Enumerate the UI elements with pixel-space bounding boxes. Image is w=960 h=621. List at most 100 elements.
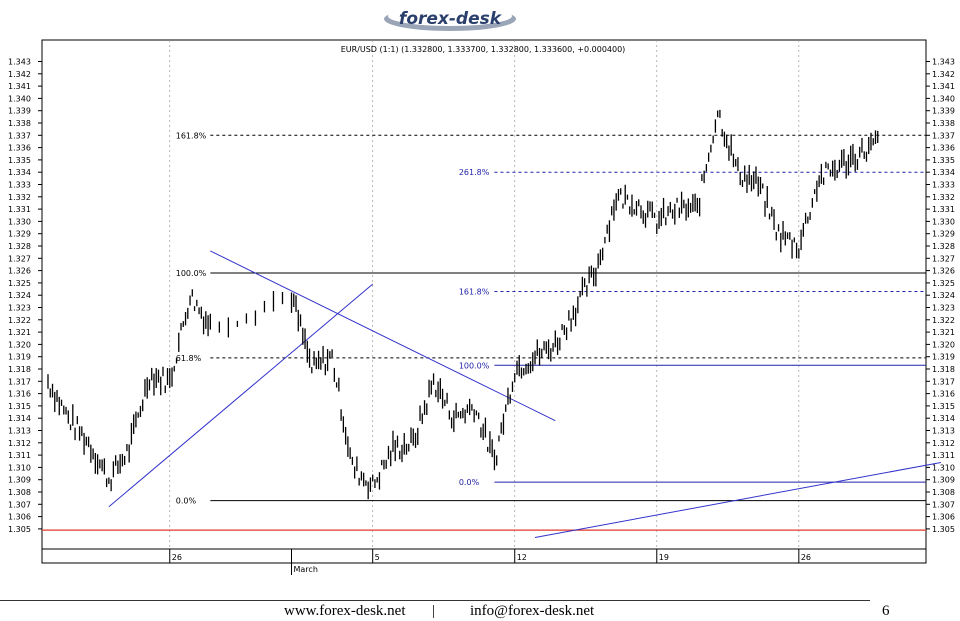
trendline (210, 250, 556, 422)
y-tick-label-right: 1.327 (932, 254, 955, 263)
trendline (108, 283, 374, 508)
y-tick-label-left: 1.343 (8, 58, 31, 67)
y-tick-label-left: 1.308 (8, 488, 31, 497)
y-tick-label-right: 1.320 (932, 340, 955, 349)
y-tick-label-right: 1.325 (932, 279, 955, 288)
chart-title: EUR/USD (1:1) (1.332800, 1.333700, 1.332… (341, 45, 626, 54)
x-tick-label: March (294, 565, 318, 574)
y-tick-label-right: 1.313 (932, 427, 955, 436)
footer-website[interactable]: www.forex-desk.net (284, 603, 406, 619)
y-tick-label-left: 1.337 (8, 131, 31, 140)
y-tick-label-left: 1.313 (8, 427, 31, 436)
y-tick-label-right: 1.308 (932, 488, 955, 497)
y-tick-label-right: 1.315 (932, 402, 955, 411)
fib-level-label: 0.0% (459, 478, 480, 487)
y-tick-label-left: 1.318 (8, 365, 31, 374)
y-tick-label-right: 1.328 (932, 242, 955, 251)
y-tick-label-right: 1.331 (932, 205, 955, 214)
y-tick-label-left: 1.334 (8, 168, 31, 177)
y-tick-label-right: 1.333 (932, 181, 955, 190)
y-tick-label-left: 1.319 (8, 353, 31, 362)
y-tick-label-right: 1.314 (932, 414, 955, 423)
y-tick-label-left: 1.322 (8, 316, 31, 325)
price-bars (47, 109, 879, 500)
y-tick-label-left: 1.305 (8, 525, 31, 534)
y-tick-label-right: 1.317 (932, 377, 955, 386)
y-tick-label-right: 1.342 (932, 70, 955, 79)
y-tick-label-right: 1.309 (932, 476, 955, 485)
y-axis-left: 1.343 1.342 1.341 1.340 1.339 1.338 1.337 1.336… (8, 58, 42, 534)
y-tick-label-right: 1.332 (932, 193, 955, 202)
y-tick-label-left: 1.317 (8, 377, 31, 386)
y-tick-label-left: 1.338 (8, 119, 31, 128)
y-tick-label-left: 1.310 (8, 463, 31, 472)
fib-level-label: 161.8% (459, 288, 490, 297)
y-tick-label-right: 1.330 (932, 217, 955, 226)
y-tick-label-left: 1.307 (8, 500, 31, 509)
x-tick-label: 5 (375, 553, 380, 562)
y-tick-label-right: 1.305 (932, 525, 955, 534)
y-tick-label-left: 1.341 (8, 82, 31, 91)
logo-wordmark: forex-desk (399, 9, 503, 29)
forex-desk-logo: forex-desk (384, 6, 516, 31)
fib-levels: 161.8% 100.0% 61.8% 0.0% 261.8% 161.8% 100.0% 0… (176, 131, 926, 506)
eurusd-price-chart: 1.343 1.342 1.341 1.340 1.339 1.338 1.337 1.336… (8, 39, 955, 575)
fib-level-label: 61.8% (176, 354, 202, 363)
plot-border (41, 39, 927, 564)
y-tick-label-left: 1.330 (8, 217, 31, 226)
y-tick-label-left: 1.311 (8, 451, 31, 460)
y-tick-label-right: 1.329 (932, 230, 955, 239)
y-tick-label-right: 1.321 (932, 328, 955, 337)
y-tick-label-right: 1.335 (932, 156, 955, 165)
y-tick-label-left: 1.325 (8, 279, 31, 288)
y-tick-label-right: 1.339 (932, 107, 955, 116)
y-tick-label-right: 1.318 (932, 365, 955, 374)
y-tick-label-left: 1.332 (8, 193, 31, 202)
fib-level-label: 261.8% (459, 168, 490, 177)
trendline (534, 461, 941, 539)
y-tick-label-left: 1.315 (8, 402, 31, 411)
y-tick-label-right: 1.341 (932, 82, 955, 91)
fib-level-label: 100.0% (176, 269, 207, 278)
y-tick-label-left: 1.342 (8, 70, 31, 79)
y-tick-label-right: 1.326 (932, 267, 955, 276)
fib-level-label: 100.0% (459, 361, 490, 370)
footer-email[interactable]: info@forex-desk.net (470, 603, 595, 619)
y-tick-label-left: 1.327 (8, 254, 31, 263)
chart-frame (41, 39, 927, 564)
y-tick-label-right: 1.306 (932, 513, 955, 522)
fib-level-label: 0.0% (176, 497, 197, 506)
y-tick-label-left: 1.323 (8, 304, 31, 313)
y-tick-label-left: 1.306 (8, 513, 31, 522)
y-tick-label-left: 1.326 (8, 267, 31, 276)
y-tick-label-right: 1.322 (932, 316, 955, 325)
y-tick-label-left: 1.320 (8, 340, 31, 349)
y-tick-label-left: 1.324 (8, 291, 31, 300)
trendlines (108, 250, 941, 539)
y-tick-label-left: 1.329 (8, 230, 31, 239)
y-tick-label-right: 1.311 (932, 451, 955, 460)
y-tick-label-left: 1.333 (8, 181, 31, 190)
y-tick-label-left: 1.336 (8, 144, 31, 153)
y-tick-label-left: 1.328 (8, 242, 31, 251)
y-tick-label-right: 1.316 (932, 390, 955, 399)
y-tick-label-right: 1.323 (932, 304, 955, 313)
x-tick-label: 26 (801, 553, 811, 562)
y-axis-right: 1.343 1.342 1.341 1.340 1.339 1.338 1.337 1.336… (926, 58, 955, 534)
y-tick-label-right: 1.312 (932, 439, 955, 448)
y-tick-label-right: 1.307 (932, 500, 955, 509)
y-tick-label-left: 1.339 (8, 107, 31, 116)
logo-swoosh-inner (388, 6, 512, 26)
y-tick-label-right: 1.310 (932, 463, 955, 472)
fib-level-label: 161.8% (176, 131, 207, 140)
y-tick-label-right: 1.343 (932, 58, 955, 67)
x-tick-label: 12 (517, 553, 527, 562)
y-tick-label-left: 1.340 (8, 94, 31, 103)
y-tick-label-right: 1.336 (932, 144, 955, 153)
footer-separator: | (432, 603, 436, 619)
y-tick-label-left: 1.335 (8, 156, 31, 165)
y-tick-label-left: 1.316 (8, 390, 31, 399)
y-tick-label-right: 1.340 (932, 94, 955, 103)
page-number: 6 (882, 603, 890, 619)
footer-divider (0, 600, 870, 601)
